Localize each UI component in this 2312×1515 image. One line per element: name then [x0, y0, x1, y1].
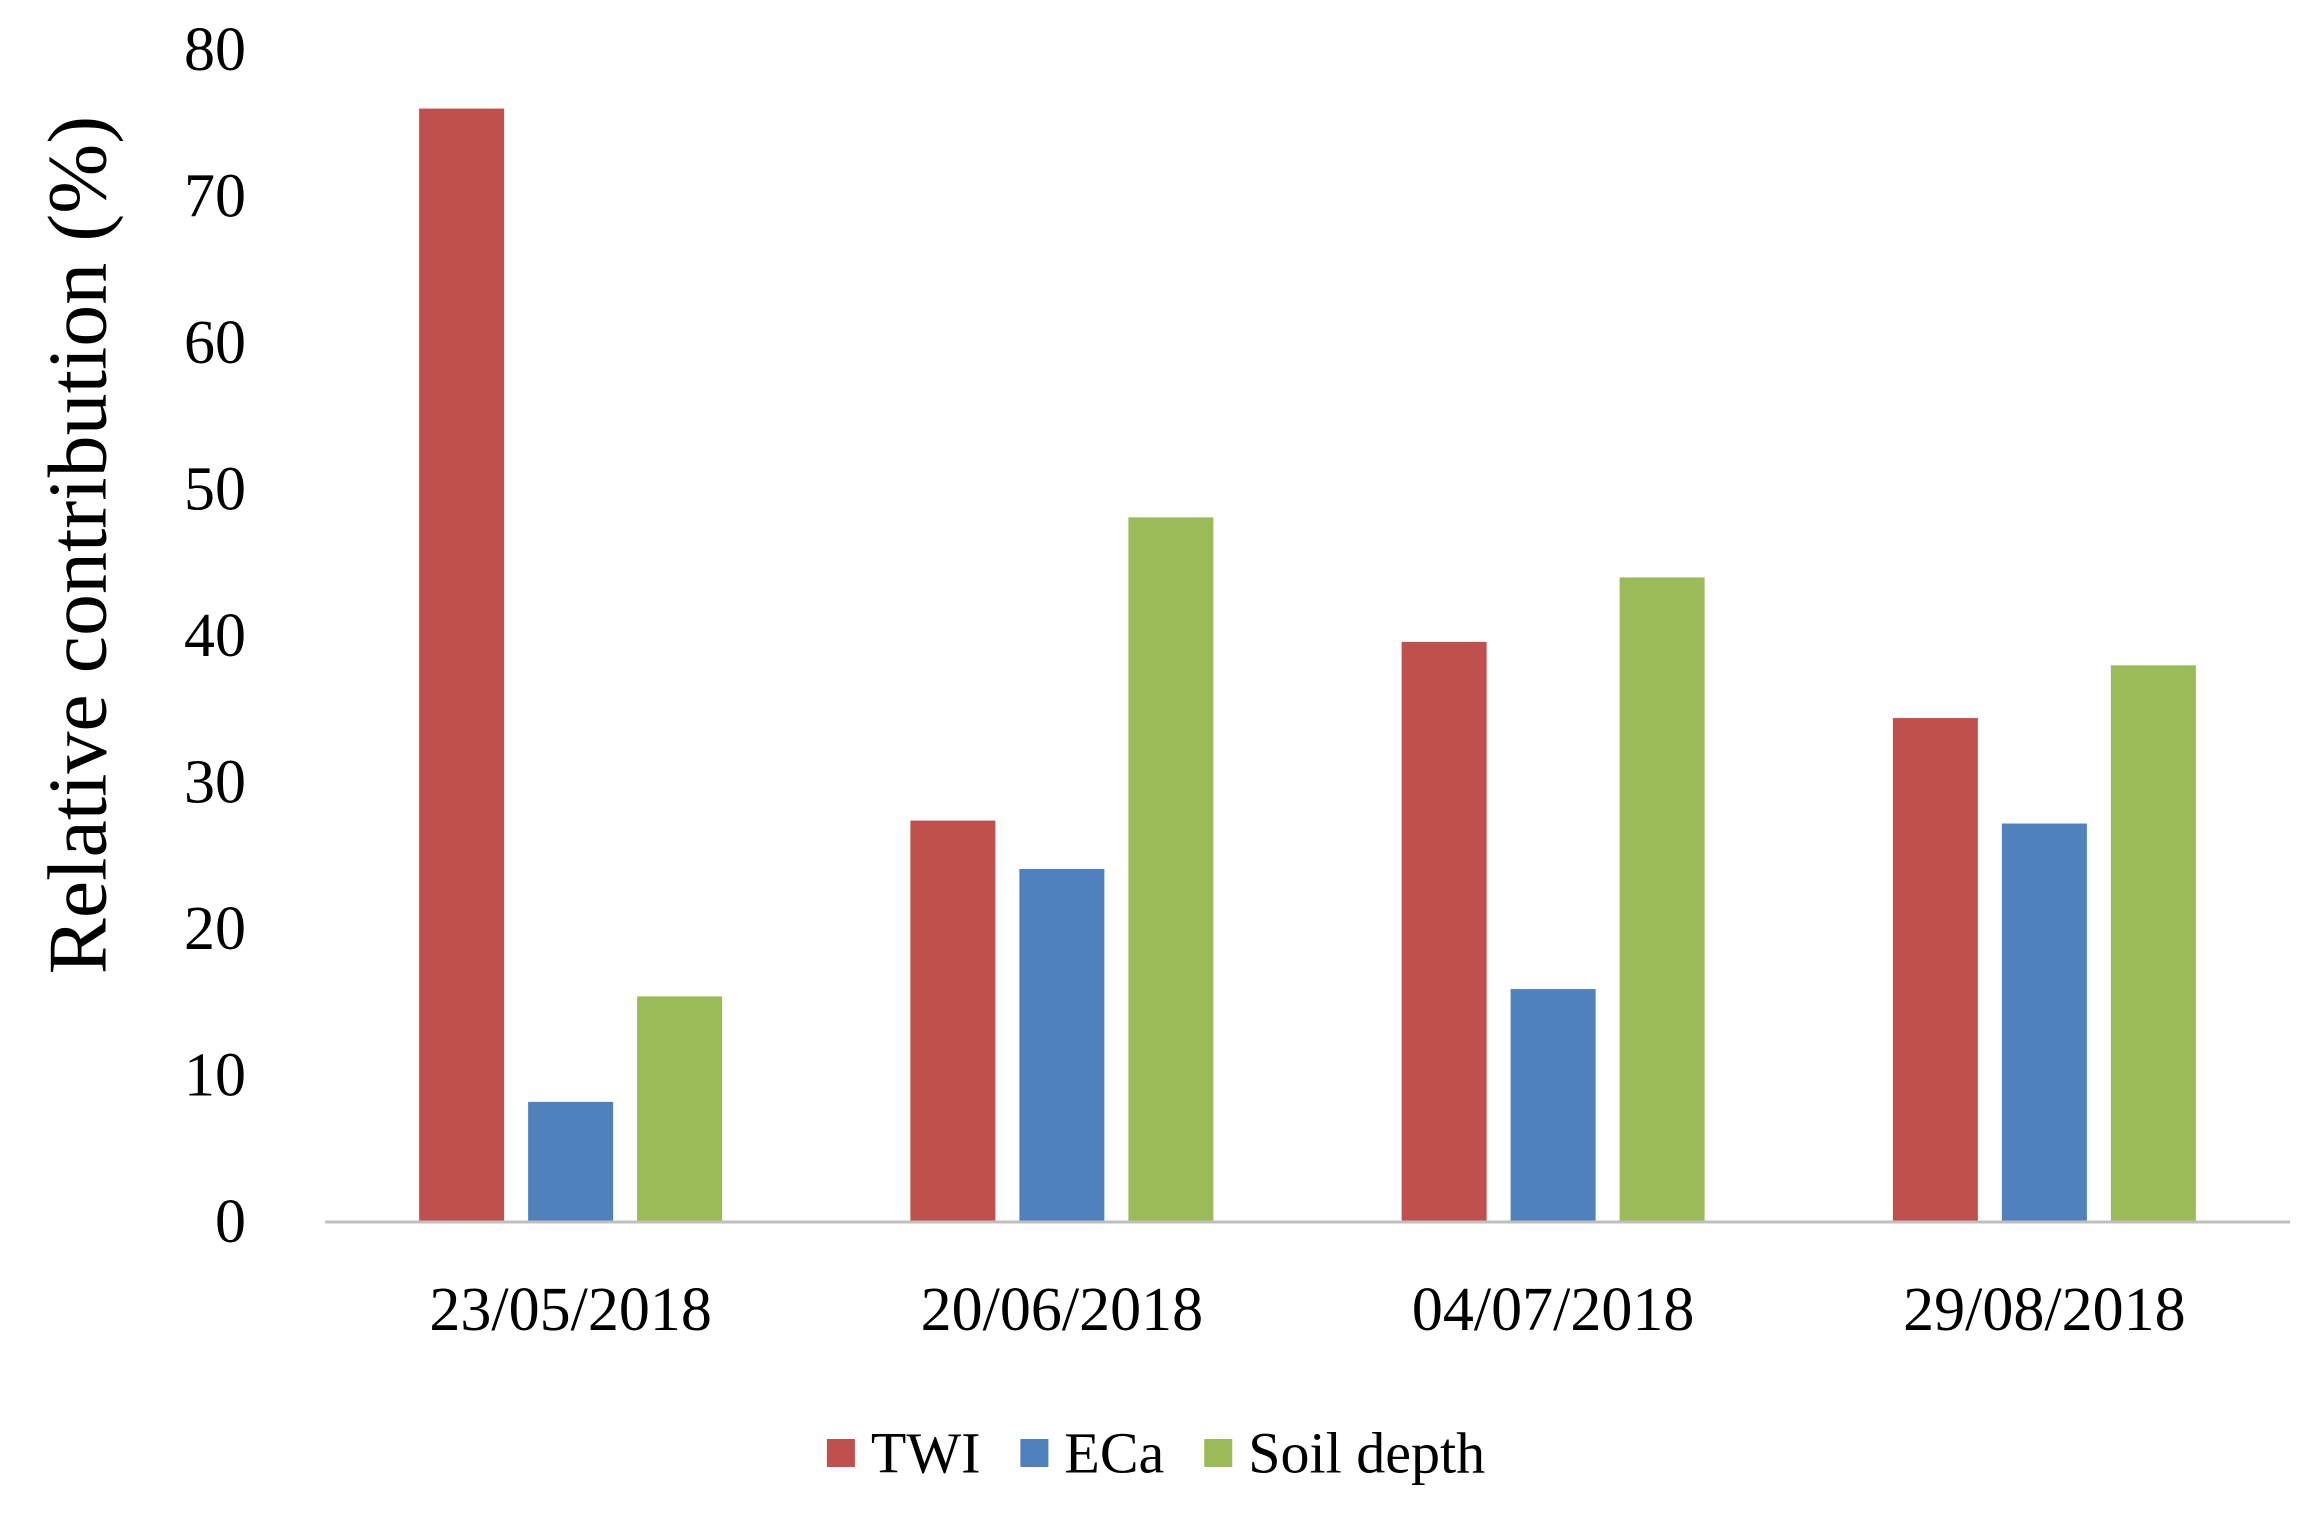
y-tick-label: 10 — [184, 1042, 246, 1110]
y-axis-ticks: 0 10 20 30 40 50 60 70 80 — [184, 16, 246, 1256]
bar-eca-1 — [528, 1101, 614, 1222]
bar-eca-2 — [1019, 868, 1105, 1222]
bar-twi-3 — [1401, 641, 1487, 1222]
legend-swatch-eca — [1020, 1439, 1049, 1467]
legend-swatch-twi — [826, 1439, 855, 1467]
legend-label-twi: TWI — [871, 1421, 981, 1486]
y-tick-label: 60 — [184, 309, 246, 377]
x-tick-label: 20/06/2018 — [921, 1276, 1203, 1344]
bar-twi-1 — [419, 108, 505, 1223]
bars — [419, 108, 2196, 1223]
y-tick-label: 30 — [184, 749, 246, 817]
legend-swatch-soil-depth — [1204, 1439, 1233, 1467]
bar-soil-depth-3 — [1619, 577, 1705, 1222]
y-tick-label: 40 — [184, 602, 246, 670]
x-tick-label: 29/08/2018 — [1903, 1276, 2185, 1344]
x-tick-label: 04/07/2018 — [1412, 1276, 1694, 1344]
bar-soil-depth-4 — [2110, 665, 2196, 1222]
legend-label-eca: ECa — [1064, 1421, 1164, 1486]
bar-soil-depth-1 — [637, 996, 723, 1222]
y-axis-title: Relative contribution (%) — [32, 116, 125, 974]
y-axis-title-group: Relative contribution (%) — [32, 116, 125, 974]
y-tick-label: 70 — [184, 163, 246, 231]
y-tick-label: 20 — [184, 895, 246, 963]
y-tick-label: 0 — [215, 1188, 246, 1256]
y-tick-label: 50 — [184, 456, 246, 524]
legend-label-soil-depth: Soil depth — [1248, 1421, 1485, 1486]
bar-eca-3 — [1510, 989, 1596, 1222]
legend: TWI ECa Soil depth — [826, 1421, 1485, 1486]
bar-eca-4 — [2001, 823, 2087, 1222]
y-tick-label: 80 — [184, 16, 246, 84]
x-tick-label: 23/05/2018 — [429, 1276, 711, 1344]
x-axis-ticks: 23/05/2018 20/06/2018 04/07/2018 29/08/2018 — [429, 1276, 2185, 1344]
bar-twi-4 — [1892, 718, 1978, 1222]
bar-soil-depth-2 — [1128, 517, 1214, 1222]
bar-twi-2 — [910, 820, 996, 1222]
